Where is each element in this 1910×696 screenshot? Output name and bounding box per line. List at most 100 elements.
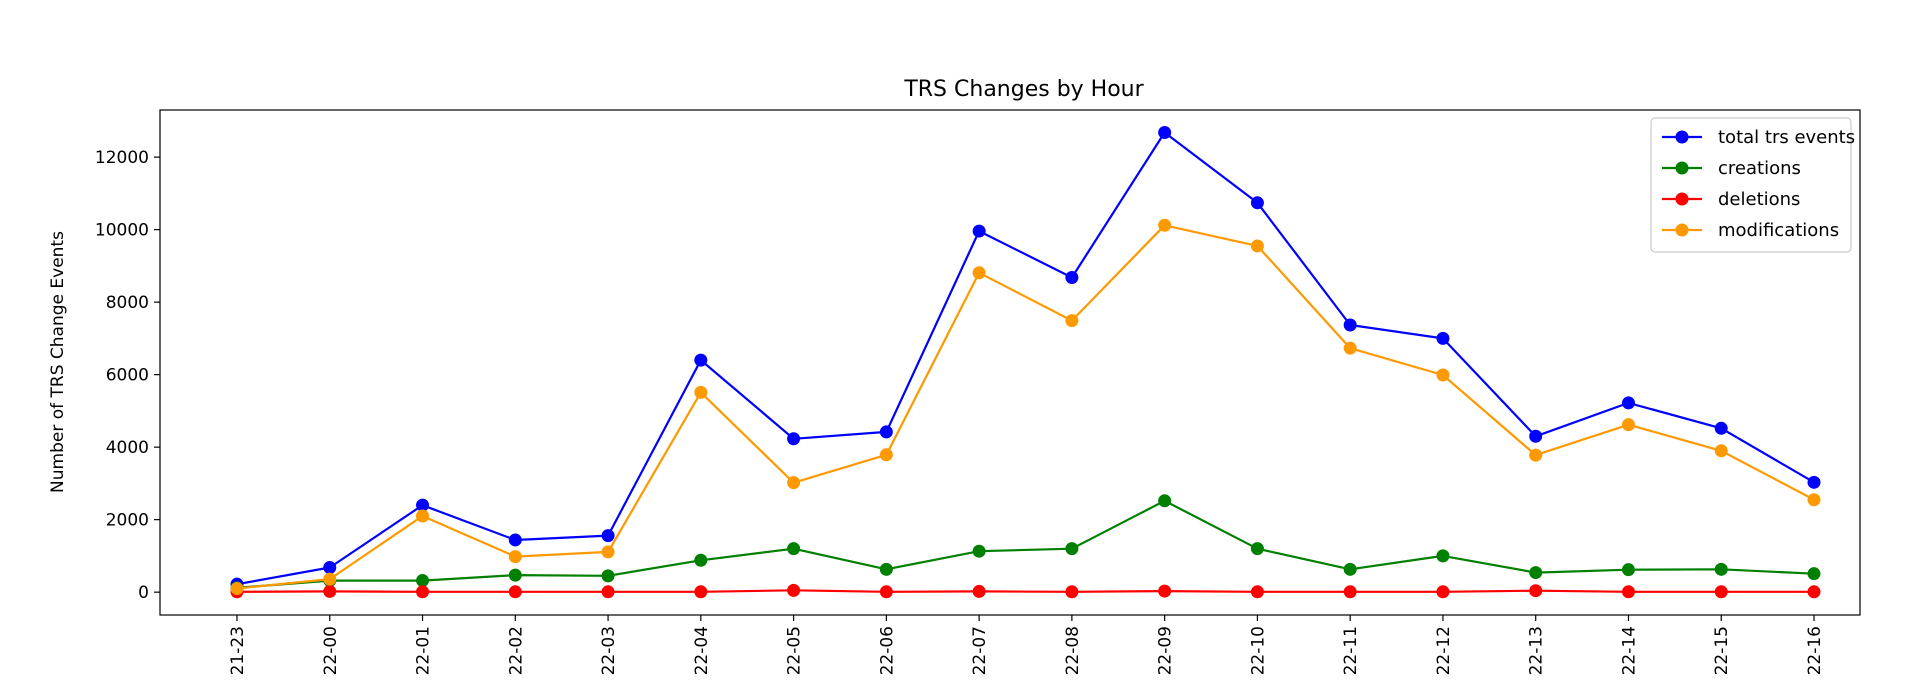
data-point (416, 509, 430, 523)
data-point (1436, 549, 1450, 563)
x-tick-label: 22-02 (506, 626, 526, 675)
legend-label: total trs events (1718, 127, 1855, 148)
data-point (1529, 566, 1543, 580)
series-total-trs-events (230, 125, 1821, 591)
data-point (1714, 585, 1728, 599)
data-point (323, 584, 337, 598)
data-point (1065, 542, 1079, 556)
data-point (1158, 494, 1172, 508)
data-point (1158, 125, 1172, 139)
x-tick-label: 22-03 (599, 626, 619, 675)
data-point (694, 553, 708, 567)
x-tick-label: 22-16 (1805, 626, 1825, 675)
data-point (1343, 585, 1357, 599)
legend-marker (1675, 130, 1689, 144)
legend-marker (1675, 161, 1689, 175)
data-point (508, 585, 522, 599)
data-point (879, 585, 893, 599)
series-line (236, 589, 1814, 593)
x-axis: 21-23 22-00 22-01 22-02 22-03 22-04 22-05 22-06… (228, 615, 1825, 675)
data-point (601, 529, 615, 543)
x-tick-label: 22-13 (1527, 626, 1547, 675)
data-point (879, 425, 893, 439)
data-point (416, 498, 430, 512)
x-tick-label: 22-14 (1619, 626, 1639, 675)
data-point (416, 585, 430, 599)
legend-label: creations (1718, 158, 1801, 179)
data-point (972, 544, 986, 558)
series-modifications (230, 218, 1821, 596)
data-point (1250, 585, 1264, 599)
data-point (1436, 331, 1450, 345)
data-point (1343, 341, 1357, 355)
series-deletions (230, 583, 1821, 599)
data-point (787, 476, 801, 490)
x-tick-label: 22-06 (877, 626, 897, 675)
data-point (1065, 314, 1079, 328)
x-tick-label: 22-12 (1434, 626, 1454, 675)
y-tick-label: 6000 (106, 366, 149, 386)
legend-label: modifications (1718, 220, 1839, 241)
y-tick-label: 12000 (95, 148, 149, 168)
data-point (1529, 429, 1543, 443)
y-tick-label: 8000 (106, 293, 149, 313)
series-line (236, 131, 1815, 586)
data-point (787, 432, 801, 446)
data-point (508, 550, 522, 564)
data-point (1529, 584, 1543, 598)
data-point (1343, 318, 1357, 332)
y-tick-label: 10000 (95, 221, 149, 241)
legend: total trs events creations deletions modifi… (1650, 117, 1855, 253)
data-point (1529, 448, 1543, 462)
y-tick-label: 2000 (106, 511, 149, 531)
y-axis-label: Number of TRS Change Events (48, 231, 68, 493)
data-point (230, 582, 244, 596)
data-point (1343, 562, 1357, 576)
x-tick-label: 22-08 (1063, 626, 1083, 675)
data-point (1158, 218, 1172, 232)
data-point (601, 569, 615, 583)
data-point (601, 545, 615, 559)
legend-label: deletions (1718, 189, 1800, 210)
data-point (416, 574, 430, 588)
x-tick-label: 22-10 (1248, 626, 1268, 675)
x-tick-label: 21-23 (228, 626, 248, 675)
series-layer (230, 125, 1821, 599)
x-tick-label: 22-11 (1341, 626, 1361, 675)
data-point (972, 584, 986, 598)
chart-title: TRS Changes by Hour (903, 77, 1144, 102)
y-axis: 0 2000 4000 6000 8000 10000 12000 (95, 148, 160, 603)
data-point (1621, 418, 1635, 432)
legend-marker (1675, 223, 1689, 237)
data-point (879, 448, 893, 462)
data-point (972, 266, 986, 280)
data-point (1436, 585, 1450, 599)
x-tick-label: 22-15 (1712, 626, 1732, 675)
legend-marker (1675, 192, 1689, 206)
data-point (1250, 542, 1264, 556)
data-point (694, 585, 708, 599)
y-tick-label: 4000 (106, 438, 149, 458)
data-point (1807, 493, 1821, 507)
data-point (508, 568, 522, 582)
x-tick-label: 22-09 (1156, 626, 1176, 675)
x-tick-label: 22-00 (321, 626, 341, 675)
data-point (1621, 585, 1635, 599)
data-point (1807, 585, 1821, 599)
plot-area (159, 109, 1861, 616)
data-point (1621, 396, 1635, 410)
data-point (694, 353, 708, 367)
data-point (1621, 563, 1635, 577)
data-point (972, 224, 986, 238)
legend-box (1650, 117, 1852, 253)
data-point (694, 385, 708, 399)
data-point (1807, 475, 1821, 489)
data-point (1250, 239, 1264, 253)
data-point (508, 533, 522, 547)
data-point (323, 561, 337, 575)
data-point (1250, 196, 1264, 210)
data-point (1807, 567, 1821, 581)
x-tick-label: 22-01 (414, 626, 434, 675)
data-point (787, 542, 801, 556)
